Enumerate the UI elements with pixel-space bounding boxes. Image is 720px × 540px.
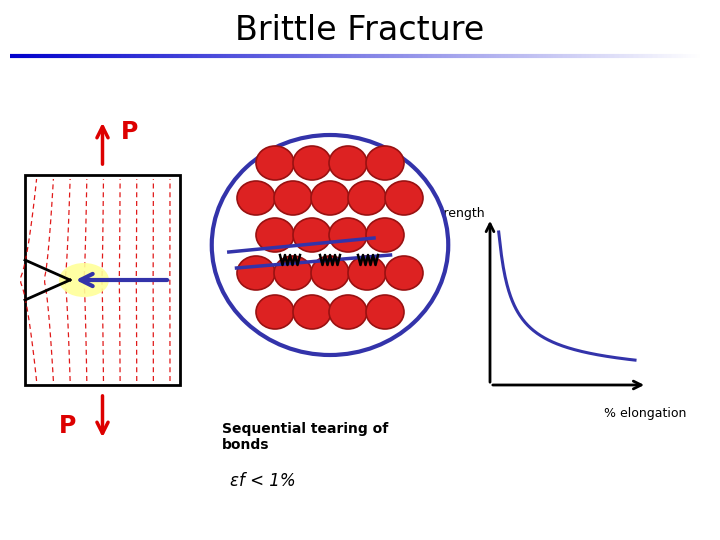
Text: Brittle Fracture: Brittle Fracture — [235, 14, 485, 46]
Ellipse shape — [237, 256, 275, 290]
Ellipse shape — [274, 181, 312, 215]
Ellipse shape — [329, 146, 367, 180]
Text: Sequential tearing of
bonds: Sequential tearing of bonds — [222, 422, 388, 452]
Ellipse shape — [293, 146, 331, 180]
Ellipse shape — [366, 146, 404, 180]
Ellipse shape — [311, 181, 349, 215]
Ellipse shape — [385, 181, 423, 215]
Text: εf < 1%: εf < 1% — [230, 472, 296, 490]
Ellipse shape — [256, 146, 294, 180]
Ellipse shape — [385, 256, 423, 290]
Ellipse shape — [274, 256, 312, 290]
Ellipse shape — [293, 218, 331, 252]
Ellipse shape — [256, 218, 294, 252]
Ellipse shape — [293, 295, 331, 329]
Ellipse shape — [212, 135, 449, 355]
Ellipse shape — [348, 256, 386, 290]
Ellipse shape — [256, 295, 294, 329]
Text: % elongation: % elongation — [604, 407, 686, 420]
Ellipse shape — [311, 256, 349, 290]
Ellipse shape — [366, 295, 404, 329]
Text: P: P — [59, 414, 76, 438]
Ellipse shape — [329, 295, 367, 329]
Ellipse shape — [366, 218, 404, 252]
Ellipse shape — [59, 263, 109, 297]
Bar — [25, 175, 180, 385]
Ellipse shape — [329, 218, 367, 252]
Text: P: P — [120, 120, 138, 144]
Ellipse shape — [348, 181, 386, 215]
Ellipse shape — [237, 181, 275, 215]
Text: strength: strength — [433, 207, 485, 220]
